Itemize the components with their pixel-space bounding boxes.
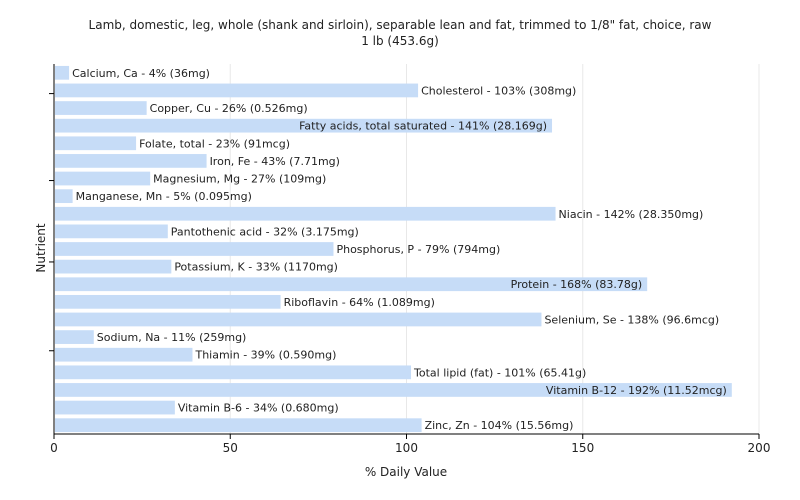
bar-15: [55, 330, 94, 344]
bar-label-16: Thiamin - 39% (0.590mg): [194, 349, 336, 362]
bar-3: [55, 118, 553, 133]
bar-6: [55, 171, 151, 186]
bar-12: [55, 277, 648, 292]
x-tick-label-200: 200: [748, 441, 771, 455]
bar-label-0: Calcium, Ca - 4% (36mg): [72, 67, 210, 80]
x-axis-label: % Daily Value: [365, 465, 447, 479]
bar-label-15: Sodium, Na - 11% (259mg): [97, 331, 247, 344]
bar-1: [55, 83, 419, 98]
bar-2: [55, 101, 147, 115]
bar-16: [55, 347, 193, 362]
x-tick-label-100: 100: [395, 441, 418, 455]
bar-label-3: Fatty acids, total saturated - 141% (28.…: [299, 120, 547, 133]
bar-label-17: Total lipid (fat) - 101% (65.41g): [413, 366, 586, 379]
bar-label-11: Potassium, K - 33% (1170mg): [174, 261, 338, 274]
bar-5: [55, 154, 207, 168]
x-tick-label-150: 150: [571, 441, 594, 455]
bar-label-14: Selenium, Se - 138% (96.6mcg): [544, 313, 719, 326]
bar-8: [55, 206, 556, 221]
bar-label-4: Folate, total - 23% (91mcg): [139, 137, 290, 150]
x-tick-label-50: 50: [223, 441, 238, 455]
bar-label-18: Vitamin B-12 - 192% (11.52mcg): [546, 384, 727, 397]
bar-18: [55, 383, 732, 397]
axes: 0 50 100 150 200: [49, 64, 770, 455]
bar-11: [55, 259, 172, 274]
bar-label-9: Pantothenic acid - 32% (3.175mg): [171, 225, 359, 238]
chart-subtitle: 1 lb (453.6g): [361, 34, 439, 48]
bar-label-7: Manganese, Mn - 5% (0.095mg): [76, 190, 252, 203]
y-axis-label: Nutrient: [34, 223, 48, 273]
bar-17: [55, 365, 412, 380]
bar-9: [55, 224, 168, 239]
x-tick-label-0: 0: [50, 441, 58, 455]
bar-7: [55, 189, 73, 204]
bar-10: [55, 242, 334, 256]
bar-label-6: Magnesium, Mg - 27% (109mg): [153, 173, 326, 186]
bar-label-1: Cholesterol - 103% (308mg): [421, 84, 576, 97]
bar-20: [55, 418, 422, 433]
bar-label-12: Protein - 168% (83.78g): [511, 278, 643, 291]
bar-0: [55, 65, 70, 80]
bar-label-20: Zinc, Zn - 104% (15.56mg): [425, 419, 574, 432]
bar-label-2: Copper, Cu - 26% (0.526mg): [150, 102, 308, 115]
chart-title: Lamb, domestic, leg, whole (shank and si…: [89, 18, 712, 32]
bars: Calcium, Ca - 4% (36mg) Cholesterol - 103…: [55, 65, 732, 433]
bar-13: [55, 294, 281, 309]
bar-label-13: Riboflavin - 64% (1.089mg): [284, 296, 435, 309]
bar-label-10: Phosphorus, P - 79% (794mg): [336, 243, 500, 256]
bar-label-5: Iron, Fe - 43% (7.71mg): [210, 155, 340, 168]
bar-19: [55, 400, 175, 415]
bar-label-8: Niacin - 142% (28.350mg): [559, 208, 704, 221]
bar-4: [55, 136, 137, 151]
bar-14: [55, 312, 542, 327]
bar-label-19: Vitamin B-6 - 34% (0.680mg): [178, 402, 339, 415]
